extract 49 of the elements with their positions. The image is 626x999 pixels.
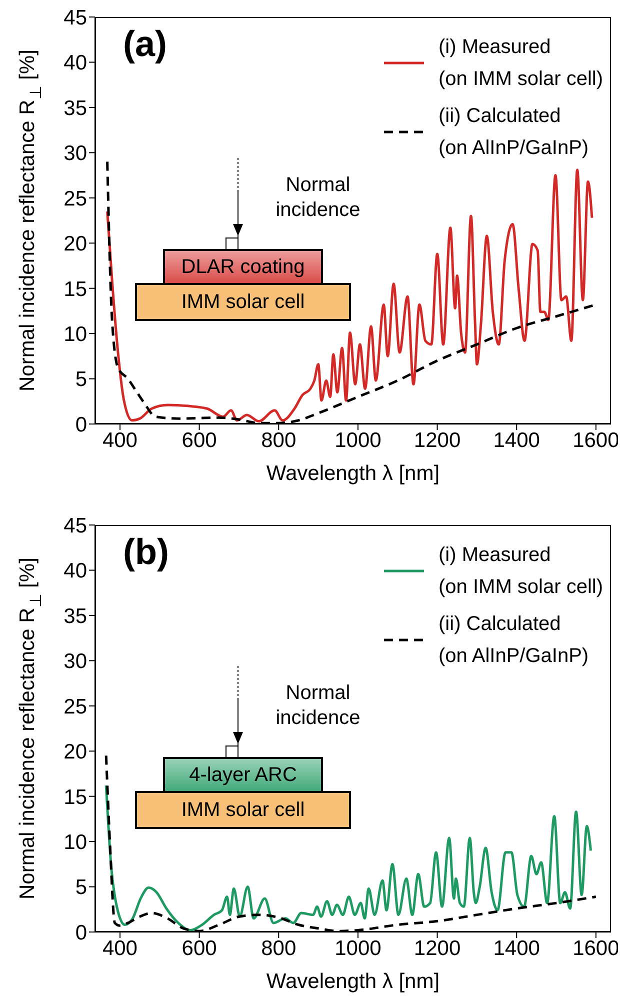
y-tick-label: 15: [64, 786, 87, 809]
x-tick-label: 600: [182, 428, 217, 452]
y-tick-label: 10: [64, 323, 87, 346]
x-tick-label: 1200: [414, 936, 461, 960]
x-tick-label: 1200: [414, 428, 461, 452]
y-tick-label: 10: [64, 831, 87, 854]
legend-label: (i) Measured (on IMM solar cell): [438, 543, 603, 600]
y-tick-label: 5: [75, 368, 87, 392]
y-tick-label: 35: [64, 96, 87, 120]
annotation: Normal incidence: [274, 173, 362, 223]
y-tick-label: 35: [64, 604, 87, 628]
y-tick-label: 0: [75, 413, 87, 436]
annotation: 4-layer ARC: [164, 760, 322, 790]
y-tick-label: 40: [64, 52, 87, 75]
line-series: [104, 784, 592, 932]
annotation: DLAR coating: [164, 252, 322, 282]
x-tick-label: 1600: [572, 936, 620, 960]
legend-label: (i) Measured (on IMM solar cell): [438, 35, 603, 92]
x-tick-label: 800: [261, 936, 296, 960]
y-tick-label: 45: [64, 6, 87, 30]
x-axis-title: Wavelength λ [nm]: [266, 462, 440, 485]
x-tick-label: 1600: [572, 428, 620, 452]
x-tick-label: 400: [102, 428, 138, 452]
y-tick-label: 40: [64, 560, 87, 583]
y-tick-label: 30: [64, 142, 87, 166]
x-tick-label: 1000: [334, 936, 382, 960]
annotation: Normal incidence: [274, 681, 362, 731]
legend-label: (ii) Calculated (on AlInP/GaInP): [438, 104, 589, 161]
x-tick-label: 1400: [493, 428, 540, 452]
y-tick-label: 0: [75, 921, 87, 944]
annotation: IMM solar cell: [180, 290, 306, 315]
y-tick-label: 15: [64, 278, 87, 301]
x-tick-label: 400: [102, 936, 138, 960]
x-tick-label: 1000: [334, 428, 382, 452]
annotation: IMM solar cell: [180, 798, 306, 823]
y-tick-label: 30: [64, 650, 87, 674]
x-axis-title: Wavelength λ [nm]: [266, 970, 440, 993]
y-tick-label: 45: [64, 514, 87, 538]
chart-title: (a): [123, 23, 167, 65]
y-tick-label: 20: [64, 740, 87, 764]
x-tick-label: 600: [182, 936, 217, 960]
y-tick-label: 25: [64, 187, 87, 210]
y-tick-label: 20: [64, 232, 87, 256]
chart-title: (b): [123, 531, 169, 573]
legend-label: (ii) Calculated (on AlInP/GaInP): [438, 612, 589, 669]
y-tick-label: 5: [75, 876, 87, 900]
y-tick-label: 25: [64, 695, 87, 718]
x-tick-label: 800: [261, 428, 296, 452]
x-tick-label: 1400: [493, 936, 540, 960]
